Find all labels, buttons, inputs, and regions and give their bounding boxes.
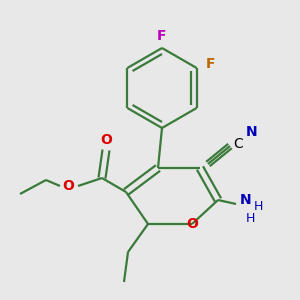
Text: F: F [206,57,215,71]
Text: O: O [186,217,198,231]
Text: F: F [157,29,167,43]
Text: N: N [246,125,258,139]
Text: C: C [233,137,243,151]
Text: H: H [253,200,263,212]
Text: O: O [62,179,74,193]
Text: O: O [100,133,112,147]
Text: H: H [245,212,255,224]
Text: N: N [240,193,252,207]
